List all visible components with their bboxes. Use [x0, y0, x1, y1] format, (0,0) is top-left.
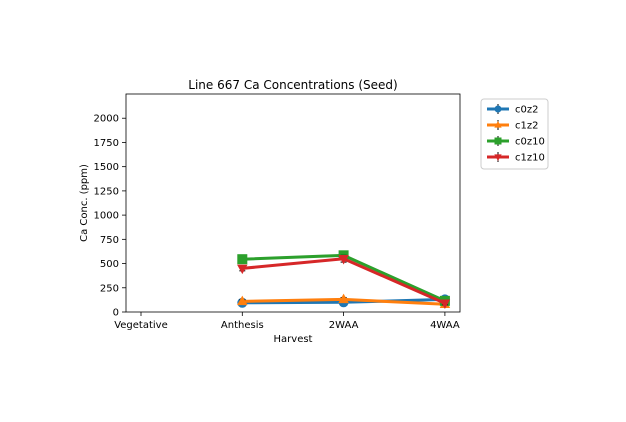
y-tick-label: 750	[100, 235, 119, 246]
y-tick-label: 1250	[94, 186, 119, 197]
legend-marker	[494, 137, 502, 145]
legend-label-c0z2: c0z2	[515, 105, 538, 116]
plot-frame	[125, 93, 461, 313]
legend: c0z2 c1z2 c0z10 c1z10	[480, 98, 549, 170]
x-axis: Vegetative Anthesis 2WAA 4WAA	[114, 312, 460, 331]
legend-label-c0z10: c0z10	[515, 137, 545, 148]
y-tick-label: 1500	[94, 162, 119, 173]
legend-marker	[494, 154, 502, 162]
x-tick-label: 2WAA	[329, 320, 359, 331]
y-axis-label: Ca Conc. (ppm)	[79, 164, 90, 242]
data-point-c1z10	[439, 299, 451, 310]
plot-area	[237, 250, 451, 310]
data-point-c1z10	[338, 254, 349, 265]
x-tick-label: 4WAA	[430, 320, 460, 331]
legend-label-c1z10: c1z10	[515, 153, 545, 164]
legend-marker	[494, 120, 502, 128]
y-tick-label: 0	[113, 308, 119, 319]
data-point-c1z10	[237, 264, 248, 275]
y-tick-label: 1750	[94, 138, 119, 149]
y-tick-label: 2000	[94, 114, 119, 125]
data-point-c1z2	[237, 295, 248, 306]
y-tick-label: 1000	[94, 211, 119, 222]
legend-marker	[494, 105, 502, 113]
x-tick-label: Vegetative	[114, 320, 168, 331]
y-tick-label: 250	[100, 283, 119, 294]
data-point-c1z2	[338, 293, 349, 304]
legend-box	[480, 98, 549, 170]
legend-label-c1z2: c1z2	[515, 121, 538, 132]
data-point-c0z10	[237, 254, 248, 265]
x-tick-label: Anthesis	[221, 320, 264, 331]
y-axis: 0 250 500 750 1000 1250 1500 1750 2000	[94, 114, 126, 319]
x-axis-label: Harvest	[274, 334, 313, 345]
y-tick-label: 500	[100, 259, 119, 270]
chart-title: Line 667 Ca Concentrations (Seed)	[188, 78, 397, 92]
